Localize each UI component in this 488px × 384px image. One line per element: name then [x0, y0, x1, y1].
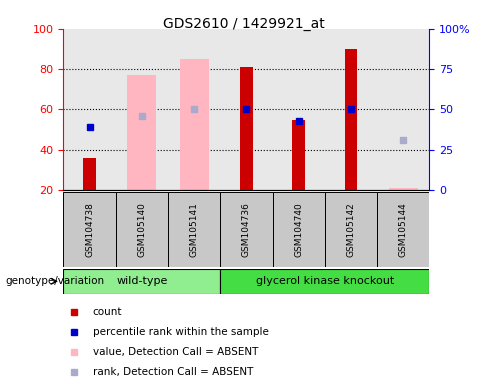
Bar	[273, 192, 325, 267]
Bar	[83, 158, 96, 190]
Bar	[325, 192, 377, 267]
Text: genotype/variation: genotype/variation	[5, 276, 104, 286]
Text: GSM105142: GSM105142	[346, 202, 356, 257]
Bar	[180, 59, 208, 190]
Text: GSM105140: GSM105140	[137, 202, 146, 257]
Text: count: count	[93, 306, 122, 317]
Bar	[168, 192, 220, 267]
Bar	[220, 192, 273, 267]
Text: GDS2610 / 1429921_at: GDS2610 / 1429921_at	[163, 17, 325, 31]
Bar	[116, 192, 168, 267]
Text: GSM105141: GSM105141	[190, 202, 199, 257]
Bar	[377, 192, 429, 267]
Text: GSM104736: GSM104736	[242, 202, 251, 257]
Text: GSM105144: GSM105144	[399, 202, 408, 257]
Bar	[63, 269, 220, 294]
Bar	[220, 269, 429, 294]
Bar	[345, 49, 358, 190]
Text: rank, Detection Call = ABSENT: rank, Detection Call = ABSENT	[93, 367, 253, 377]
Bar	[127, 75, 156, 190]
Bar	[389, 188, 418, 190]
Text: percentile rank within the sample: percentile rank within the sample	[93, 327, 268, 337]
Bar	[292, 119, 305, 190]
Text: glycerol kinase knockout: glycerol kinase knockout	[256, 276, 394, 286]
Text: value, Detection Call = ABSENT: value, Detection Call = ABSENT	[93, 347, 258, 357]
Text: GSM104738: GSM104738	[85, 202, 94, 257]
Bar	[240, 67, 253, 190]
Text: wild-type: wild-type	[116, 276, 167, 286]
Bar	[63, 192, 116, 267]
Text: GSM104740: GSM104740	[294, 202, 303, 257]
